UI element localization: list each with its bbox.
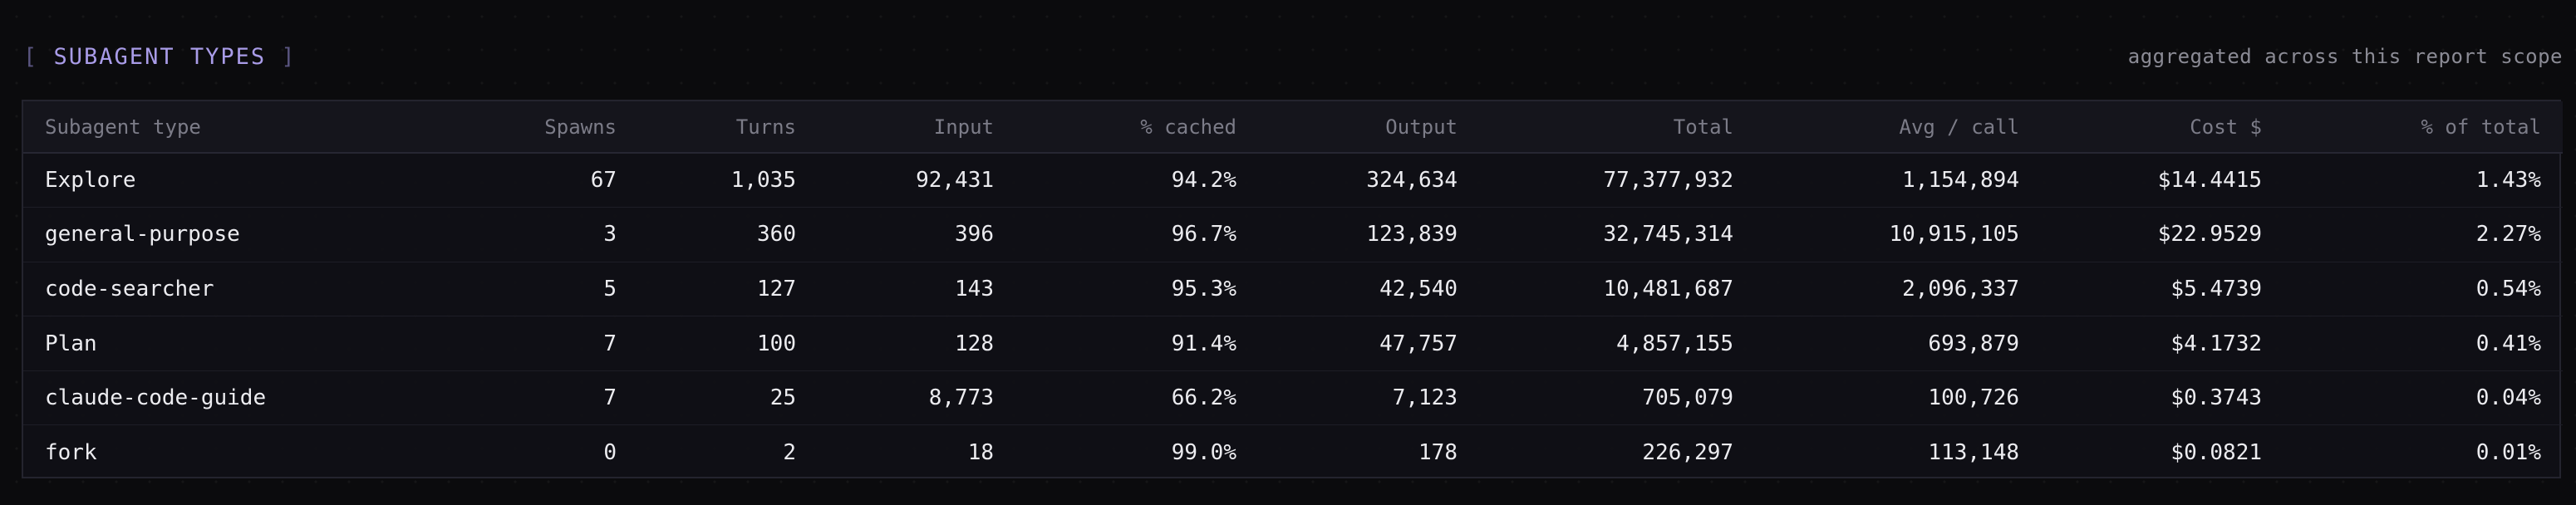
table-cell: 360: [757, 222, 796, 248]
column-header[interactable]: Turns: [735, 115, 796, 139]
table-cell: 1.43%: [2475, 168, 2541, 194]
table-cell: 396: [955, 222, 994, 248]
table-cell: 5: [603, 276, 617, 302]
table-row: Plan 7 100 128 91.4% 47,757 4,857,155 69…: [23, 316, 2563, 371]
table-cell: fork: [45, 440, 97, 466]
table-cell: 100,726: [1928, 385, 2019, 411]
column-header[interactable]: Spawns: [544, 115, 617, 139]
table-cell: 123,839: [1366, 222, 1458, 248]
table-cell: $0.0821: [2170, 440, 2262, 466]
table-cell: 96.7%: [1171, 222, 1236, 248]
data-table: Subagent type Spawns Turns Input % cache…: [23, 101, 2563, 480]
table-cell: 324,634: [1366, 168, 1458, 194]
table-cell: $4.1732: [2170, 331, 2262, 356]
table-row: claude-code-guide 7 25 8,773 66.2% 7,123…: [23, 370, 2563, 425]
table-cell: 143: [955, 276, 994, 302]
title-bracket-close: ]: [281, 43, 297, 70]
table-cell: 10,915,105: [1889, 222, 2019, 248]
table-cell: 18: [967, 440, 994, 466]
table-cell: 0: [603, 440, 617, 466]
table-cell: $0.3743: [2170, 385, 2262, 411]
table-cell: 10,481,687: [1603, 276, 1733, 302]
table-cell: 7: [603, 331, 617, 356]
table-header-row: Subagent type Spawns Turns Input % cache…: [23, 101, 2563, 153]
scope-note: aggregated across this report scope: [2127, 45, 2563, 68]
table-cell: Explore: [45, 168, 136, 194]
table-row: code-searcher 5 127 143 95.3% 42,540 10,…: [23, 262, 2563, 316]
table-cell: 1,154,894: [1902, 168, 2019, 194]
table-cell: 693,879: [1928, 331, 2019, 356]
table-cell: 705,079: [1642, 385, 1733, 411]
table-cell: 1,035: [730, 168, 796, 194]
section-title: [ SUBAGENT TYPES ]: [23, 44, 297, 70]
column-header[interactable]: Cost $: [2190, 115, 2262, 139]
table-cell: 128: [955, 331, 994, 356]
table-cell: 2,096,337: [1902, 276, 2019, 302]
table-cell: 0.41%: [2475, 331, 2541, 356]
section-title-text: SUBAGENT TYPES: [53, 43, 267, 70]
table-cell: $14.4415: [2157, 168, 2262, 194]
table-cell: 2.27%: [2475, 222, 2541, 248]
table-cell: 178: [1418, 440, 1458, 466]
table-cell: 99.0%: [1171, 440, 1236, 466]
table-cell: code-searcher: [45, 276, 214, 302]
table-cell: 94.2%: [1171, 168, 1236, 194]
table-cell: $5.4739: [2170, 276, 2262, 302]
table-cell: 3: [603, 222, 617, 248]
title-bracket-open: [: [23, 43, 39, 70]
table-cell: 92,431: [916, 168, 994, 194]
table-cell: 8,773: [928, 385, 994, 411]
column-header[interactable]: Subagent type: [45, 115, 201, 139]
table-row: general-purpose 3 360 396 96.7% 123,839 …: [23, 208, 2563, 262]
table-cell: 91.4%: [1171, 331, 1236, 356]
table-row: fork 0 2 18 99.0% 178 226,297 113,148 $0…: [23, 425, 2563, 480]
table-cell: 4,857,155: [1616, 331, 1733, 356]
table-cell: 25: [769, 385, 796, 411]
column-header[interactable]: Total: [1673, 115, 1733, 139]
table-cell: 226,297: [1642, 440, 1733, 466]
table-cell: $22.9529: [2157, 222, 2262, 248]
table-cell: 95.3%: [1171, 276, 1236, 302]
table-cell: Plan: [45, 331, 97, 356]
table-cell: 0.01%: [2475, 440, 2541, 466]
table-cell: general-purpose: [45, 222, 240, 248]
table-cell: 0.04%: [2475, 385, 2541, 411]
column-header[interactable]: % cached: [1140, 115, 1236, 139]
column-header[interactable]: % of total: [2421, 115, 2542, 139]
table-cell: 66.2%: [1171, 385, 1236, 411]
table-cell: 42,540: [1379, 276, 1458, 302]
table-cell: claude-code-guide: [45, 385, 267, 411]
table-cell: 47,757: [1379, 331, 1458, 356]
section-header: [ SUBAGENT TYPES ] aggregated across thi…: [23, 38, 2563, 75]
column-header[interactable]: Output: [1385, 115, 1458, 139]
table-cell: 7,123: [1392, 385, 1458, 411]
table-cell: 77,377,932: [1603, 168, 1733, 194]
table-row: Explore 67 1,035 92,431 94.2% 324,634 77…: [23, 153, 2563, 208]
table-cell: 127: [757, 276, 796, 302]
table-cell: 67: [590, 168, 617, 194]
table-cell: 0.54%: [2475, 276, 2541, 302]
column-header[interactable]: Avg / call: [1899, 115, 2020, 139]
table-cell: 113,148: [1928, 440, 2019, 466]
table-cell: 32,745,314: [1603, 222, 1733, 248]
table-cell: 2: [783, 440, 796, 466]
column-header[interactable]: Input: [933, 115, 994, 139]
table-cell: 7: [603, 385, 617, 411]
subagent-types-table: Subagent type Spawns Turns Input % cache…: [22, 100, 2563, 480]
table-cell: 100: [757, 331, 796, 356]
